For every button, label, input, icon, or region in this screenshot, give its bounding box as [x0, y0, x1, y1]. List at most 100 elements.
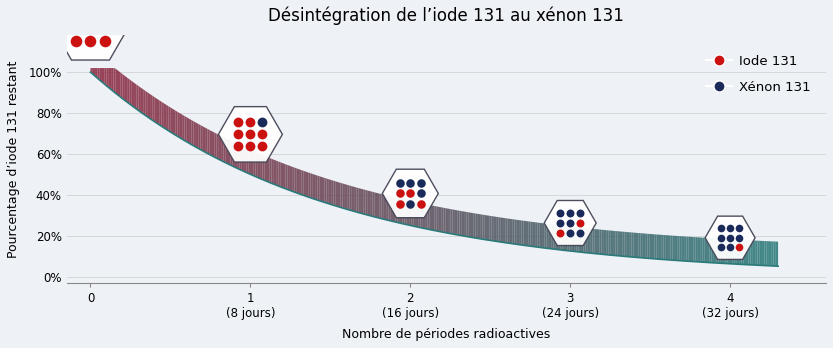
Polygon shape — [354, 187, 357, 212]
Polygon shape — [693, 237, 696, 262]
Polygon shape — [138, 86, 141, 112]
Polygon shape — [579, 227, 581, 252]
Polygon shape — [553, 224, 556, 250]
Polygon shape — [228, 140, 230, 165]
Polygon shape — [744, 240, 746, 264]
Polygon shape — [601, 230, 604, 254]
Polygon shape — [515, 220, 516, 244]
Polygon shape — [471, 213, 473, 238]
Polygon shape — [691, 237, 693, 262]
Polygon shape — [311, 173, 313, 199]
Polygon shape — [540, 223, 542, 248]
Polygon shape — [629, 232, 631, 257]
Polygon shape — [223, 137, 226, 163]
Legend: Iode 131, Xénon 131: Iode 131, Xénon 131 — [701, 49, 816, 99]
Polygon shape — [116, 69, 118, 95]
Polygon shape — [118, 71, 120, 97]
Polygon shape — [570, 227, 571, 251]
Polygon shape — [237, 144, 239, 169]
Polygon shape — [774, 242, 776, 266]
Polygon shape — [425, 204, 427, 229]
Polygon shape — [157, 99, 159, 125]
Polygon shape — [626, 232, 629, 257]
Polygon shape — [214, 133, 217, 158]
Polygon shape — [571, 227, 574, 252]
Polygon shape — [567, 226, 570, 251]
Polygon shape — [267, 157, 269, 182]
Polygon shape — [464, 212, 466, 237]
Polygon shape — [341, 183, 342, 208]
Polygon shape — [379, 193, 382, 219]
Polygon shape — [292, 167, 295, 192]
Polygon shape — [155, 97, 157, 123]
Polygon shape — [710, 238, 711, 263]
Polygon shape — [771, 241, 774, 266]
Polygon shape — [201, 125, 202, 151]
Polygon shape — [189, 119, 192, 144]
Polygon shape — [397, 198, 400, 223]
Polygon shape — [329, 179, 332, 205]
Polygon shape — [654, 234, 656, 259]
Polygon shape — [97, 68, 100, 80]
Polygon shape — [457, 210, 460, 235]
Polygon shape — [393, 197, 396, 222]
Polygon shape — [239, 145, 242, 171]
Polygon shape — [617, 231, 620, 256]
Polygon shape — [542, 223, 544, 248]
Polygon shape — [113, 68, 116, 93]
Polygon shape — [265, 156, 267, 181]
Polygon shape — [439, 207, 441, 232]
Polygon shape — [561, 226, 562, 250]
Polygon shape — [730, 239, 732, 264]
Polygon shape — [441, 207, 443, 232]
Polygon shape — [384, 195, 387, 220]
Polygon shape — [299, 169, 302, 195]
Polygon shape — [638, 233, 641, 258]
Polygon shape — [306, 172, 308, 197]
Polygon shape — [104, 68, 107, 86]
Polygon shape — [656, 235, 659, 259]
Polygon shape — [320, 176, 322, 201]
Polygon shape — [762, 241, 765, 266]
Polygon shape — [735, 239, 737, 264]
Polygon shape — [739, 240, 741, 264]
Polygon shape — [565, 226, 567, 251]
Polygon shape — [460, 211, 461, 236]
Polygon shape — [322, 177, 324, 202]
Polygon shape — [402, 199, 405, 224]
Polygon shape — [753, 240, 756, 265]
Polygon shape — [247, 148, 248, 174]
Polygon shape — [732, 239, 735, 264]
Polygon shape — [382, 194, 384, 219]
Polygon shape — [721, 239, 723, 263]
Polygon shape — [418, 203, 421, 228]
Polygon shape — [272, 159, 274, 184]
Polygon shape — [407, 200, 409, 225]
Polygon shape — [682, 236, 684, 261]
Polygon shape — [673, 236, 675, 260]
Polygon shape — [480, 214, 482, 239]
Polygon shape — [182, 114, 184, 141]
Polygon shape — [162, 102, 164, 128]
Polygon shape — [146, 91, 147, 117]
Polygon shape — [544, 200, 596, 246]
Polygon shape — [207, 129, 210, 155]
Polygon shape — [372, 192, 375, 217]
Polygon shape — [592, 229, 595, 254]
Polygon shape — [716, 238, 719, 263]
Polygon shape — [423, 204, 425, 229]
Polygon shape — [363, 189, 366, 214]
Polygon shape — [387, 195, 388, 220]
Polygon shape — [405, 200, 407, 225]
Polygon shape — [452, 209, 455, 235]
Polygon shape — [196, 122, 198, 148]
Polygon shape — [498, 217, 501, 242]
Polygon shape — [491, 216, 494, 241]
Polygon shape — [668, 235, 671, 260]
Polygon shape — [634, 232, 636, 258]
Polygon shape — [705, 216, 755, 260]
Polygon shape — [521, 220, 524, 245]
Polygon shape — [588, 228, 590, 253]
Polygon shape — [661, 235, 664, 260]
Polygon shape — [278, 161, 281, 187]
